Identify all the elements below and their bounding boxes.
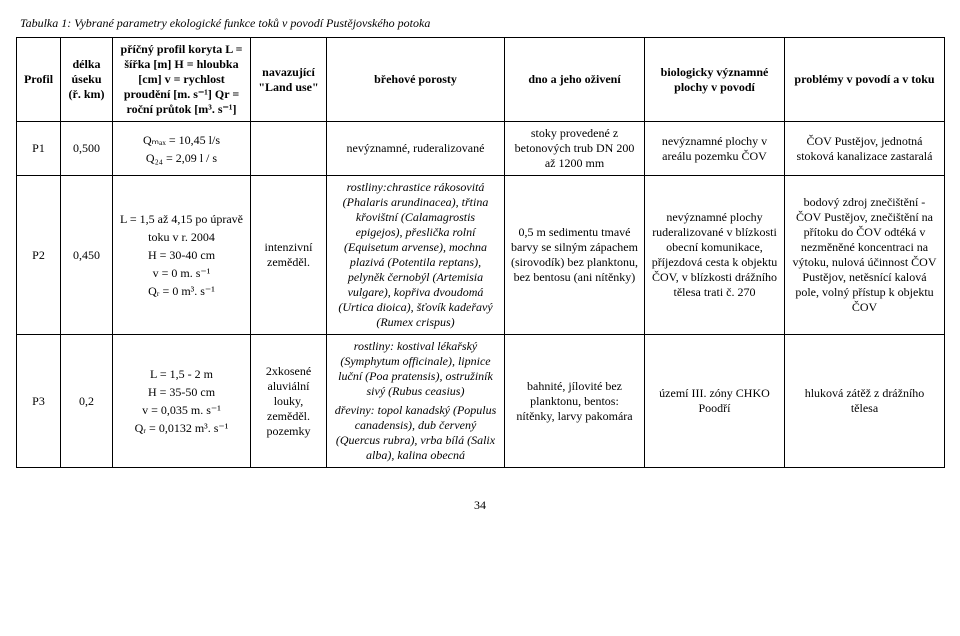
cell-profil: P1: [17, 122, 61, 176]
cell-dno: 0,5 m sedimentu tmavé barvy se silným zá…: [505, 176, 645, 335]
param-line: H = 30-40 cm: [119, 246, 244, 264]
porosty-line: dřeviny: topol kanadský (Populus canaden…: [333, 403, 498, 463]
cell-landuse: 2xkosené aluviální louky, zeměděl. pozem…: [251, 335, 327, 468]
cell-porosty: nevýznamné, ruderalizované: [327, 122, 505, 176]
table-caption: Tabulka 1: Vybrané parametry ekologické …: [20, 16, 944, 31]
param-line: v = 0 m. s⁻¹: [119, 264, 244, 282]
param-line: Qᵣ = 0,0132 m³. s⁻¹: [119, 419, 244, 437]
cell-bioplochy: nevýznamné plochy v areálu pozemku ČOV: [645, 122, 785, 176]
cell-problemy: hluková zátěž z drážního tělesa: [785, 335, 945, 468]
cell-profil: P2: [17, 176, 61, 335]
param-line: L = 1,5 až 4,15 po úpravě toku v r. 2004: [119, 210, 244, 246]
col-profil: Profil: [17, 38, 61, 122]
col-problemy: problémy v povodí a v toku: [785, 38, 945, 122]
hdr-text: příčný profil koryta: [121, 42, 223, 56]
hdr-text: "Land: [258, 80, 292, 94]
cell-profil: P3: [17, 335, 61, 468]
cell-bioplochy: nevýznamné plochy ruderalizované v blízk…: [645, 176, 785, 335]
table-header-row: Profil délka úseku (ř. km) příčný profil…: [17, 38, 945, 122]
hdr-text: v povodí: [711, 80, 755, 94]
porosty-line: rostliny: kostival lékařský (Symphytum o…: [338, 339, 493, 398]
hdr-text: use": [295, 80, 318, 94]
param-line: H = 35-50 cm: [119, 383, 244, 401]
cell-params: Qₘₐₓ = 10,45 l/s Q₂₄ = 2,09 l / s: [113, 122, 251, 176]
param-line: Qᵣ = 0 m³. s⁻¹: [119, 282, 244, 300]
parameters-table: Profil délka úseku (ř. km) příčný profil…: [16, 37, 945, 468]
col-porosty: břehové porosty: [327, 38, 505, 122]
param-line: Q₂₄ = 2,09 l / s: [119, 149, 244, 167]
col-landuse: navazující "Land use": [251, 38, 327, 122]
cell-delka: 0,500: [61, 122, 113, 176]
cell-porosty: rostliny:chrastice rákosovitá (Phalaris …: [327, 176, 505, 335]
hdr-text: biologicky: [661, 65, 714, 79]
hdr-text: [m³. s⁻¹]: [194, 102, 236, 116]
col-delka: délka úseku (ř. km): [61, 38, 113, 122]
hdr-text: [m. s⁻¹]: [173, 87, 212, 101]
param-line: Qₘₐₓ = 10,45 l/s: [119, 131, 244, 149]
cell-problemy: ČOV Pustějov, jednotná stoková kanalizac…: [785, 122, 945, 176]
hdr-text: km): [84, 87, 105, 101]
cell-landuse: [251, 122, 327, 176]
col-dno: dno a jeho oživení: [505, 38, 645, 122]
table-row: P2 0,450 L = 1,5 až 4,15 po úpravě toku …: [17, 176, 945, 335]
param-line: v = 0,035 m. s⁻¹: [119, 401, 244, 419]
cell-porosty: rostliny: kostival lékařský (Symphytum o…: [327, 335, 505, 468]
cell-landuse: intenzivní zeměděl.: [251, 176, 327, 335]
hdr-text: (ř.: [69, 87, 81, 101]
table-row: P3 0,2 L = 1,5 - 2 m H = 35-50 cm v = 0,…: [17, 335, 945, 468]
col-bioplochy: biologicky významné plochy v povodí: [645, 38, 785, 122]
param-line: L = 1,5 - 2 m: [119, 365, 244, 383]
table-row: P1 0,500 Qₘₐₓ = 10,45 l/s Q₂₄ = 2,09 l /…: [17, 122, 945, 176]
cell-delka: 0,450: [61, 176, 113, 335]
cell-dno: bahnité, jílovité bez planktonu, bentos:…: [505, 335, 645, 468]
cell-delka: 0,2: [61, 335, 113, 468]
hdr-text: délka: [72, 57, 100, 71]
page-number: 34: [16, 498, 944, 513]
hdr-text: navazující: [262, 65, 315, 79]
cell-params: L = 1,5 až 4,15 po úpravě toku v r. 2004…: [113, 176, 251, 335]
col-koryto: příčný profil koryta L = šířka [m] H = h…: [113, 38, 251, 122]
hdr-text: úseku: [71, 72, 101, 86]
cell-dno: stoky provedené z betonových trub DN 200…: [505, 122, 645, 176]
cell-problemy: bodový zdroj znečištění - ČOV Pustějov, …: [785, 176, 945, 335]
cell-bioplochy: území III. zóny CHKO Poodří: [645, 335, 785, 468]
cell-params: L = 1,5 - 2 m H = 35-50 cm v = 0,035 m. …: [113, 335, 251, 468]
